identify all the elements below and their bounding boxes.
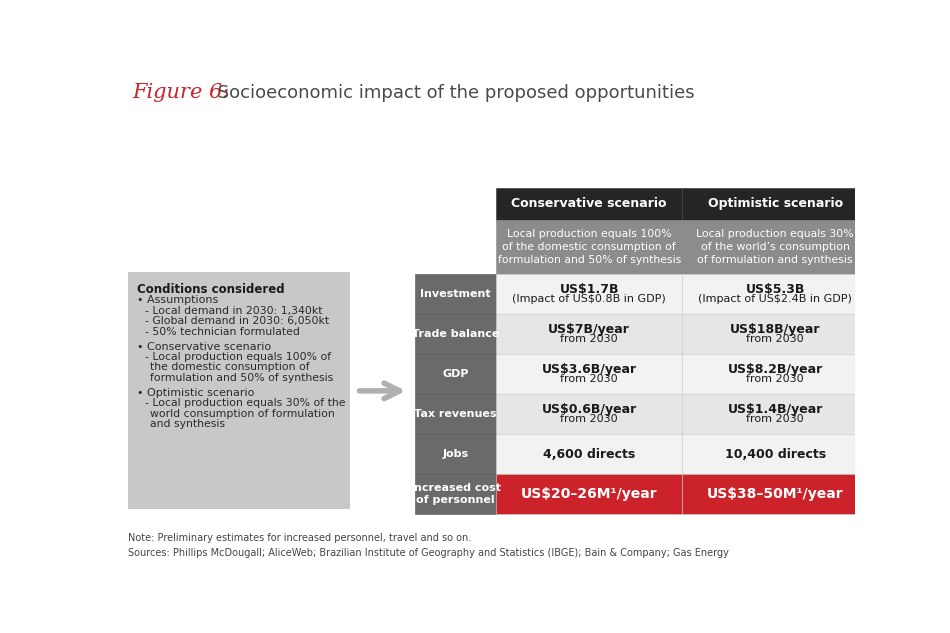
Bar <box>496 187 682 220</box>
Text: and synthesis: and synthesis <box>150 419 225 429</box>
Bar <box>682 354 868 394</box>
Text: US$8.2B/year: US$8.2B/year <box>728 363 823 375</box>
Bar <box>496 274 682 314</box>
Text: US$5.3B: US$5.3B <box>746 282 805 296</box>
Text: US$1.7B: US$1.7B <box>560 282 619 296</box>
Text: • Conservative scenario: • Conservative scenario <box>138 342 272 351</box>
Text: Figure 6:: Figure 6: <box>132 84 229 103</box>
Text: Local production equals 30%
of the world’s consumption
of formulation and synthe: Local production equals 30% of the world… <box>696 229 854 265</box>
Bar <box>682 274 868 314</box>
Text: from 2030: from 2030 <box>747 373 804 384</box>
Text: - Global demand in 2030: 6,050kt: - Global demand in 2030: 6,050kt <box>145 316 330 326</box>
Bar <box>128 272 351 510</box>
Text: - 50% technician formulated: - 50% technician formulated <box>145 327 300 337</box>
Text: Increased cost
of personnel: Increased cost of personnel <box>410 483 501 505</box>
Text: US$38–50M¹/year: US$38–50M¹/year <box>707 487 844 501</box>
Text: Jobs: Jobs <box>443 449 468 459</box>
Bar <box>496 434 682 474</box>
Bar <box>682 187 868 220</box>
Bar <box>496 354 682 394</box>
Bar <box>682 220 868 274</box>
Text: GDP: GDP <box>443 369 468 379</box>
Text: Trade balance: Trade balance <box>411 329 499 339</box>
Bar <box>415 474 496 514</box>
Text: Local production equals 100%
of the domestic consumption of
formulation and 50% : Local production equals 100% of the dome… <box>498 229 681 265</box>
Text: world consumption of formulation: world consumption of formulation <box>150 408 334 418</box>
Text: US$1.4B/year: US$1.4B/year <box>728 403 823 416</box>
Text: Tax revenues: Tax revenues <box>414 409 497 419</box>
Text: • Assumptions: • Assumptions <box>138 296 218 305</box>
Bar <box>682 394 868 434</box>
Bar <box>682 434 868 474</box>
Text: US$0.6B/year: US$0.6B/year <box>542 403 637 416</box>
Text: - Local production equals 100% of: - Local production equals 100% of <box>145 352 332 362</box>
Bar <box>415 274 496 314</box>
Text: 4,600 directs: 4,600 directs <box>543 448 636 461</box>
Text: formulation and 50% of synthesis: formulation and 50% of synthesis <box>150 373 333 383</box>
Text: from 2030: from 2030 <box>747 414 804 424</box>
Text: US$20–26M¹/year: US$20–26M¹/year <box>521 487 657 501</box>
Text: from 2030: from 2030 <box>560 414 618 424</box>
Text: US$18B/year: US$18B/year <box>730 323 821 335</box>
Text: US$7B/year: US$7B/year <box>548 323 630 335</box>
Bar <box>415 434 496 474</box>
Text: 10,400 directs: 10,400 directs <box>725 448 826 461</box>
Text: • Optimistic scenario: • Optimistic scenario <box>138 388 255 398</box>
Text: Socioeconomic impact of the proposed opportunities: Socioeconomic impact of the proposed opp… <box>212 84 694 102</box>
Text: the domestic consumption of: the domestic consumption of <box>150 363 310 372</box>
Bar <box>415 354 496 394</box>
Bar <box>496 474 682 514</box>
Text: (Impact of US$0.8B in GDP): (Impact of US$0.8B in GDP) <box>512 294 666 304</box>
Text: Investment: Investment <box>420 289 491 299</box>
Text: Note: Preliminary estimates for increased personnel, travel and so on.
Sources: : Note: Preliminary estimates for increase… <box>128 532 729 558</box>
Text: US$3.6B/year: US$3.6B/year <box>542 363 637 375</box>
Text: - Local production equals 30% of the: - Local production equals 30% of the <box>145 398 346 408</box>
Text: from 2030: from 2030 <box>747 334 804 344</box>
Bar <box>682 314 868 354</box>
Text: Optimistic scenario: Optimistic scenario <box>708 197 843 210</box>
Text: from 2030: from 2030 <box>560 334 618 344</box>
Text: from 2030: from 2030 <box>560 373 618 384</box>
Bar <box>415 314 496 354</box>
Text: Conservative scenario: Conservative scenario <box>511 197 667 210</box>
Text: (Impact of US$2.4B in GDP): (Impact of US$2.4B in GDP) <box>698 294 852 304</box>
Text: Conditions considered: Conditions considered <box>138 283 285 296</box>
Bar <box>496 394 682 434</box>
Bar <box>415 394 496 434</box>
Bar <box>496 314 682 354</box>
Bar <box>682 474 868 514</box>
Text: - Local demand in 2030: 1,340kt: - Local demand in 2030: 1,340kt <box>145 306 323 316</box>
Bar <box>496 220 682 274</box>
